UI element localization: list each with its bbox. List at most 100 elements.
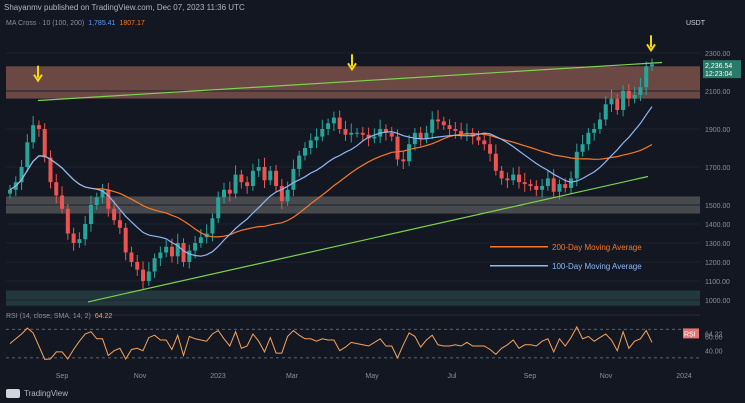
- candle-body: [545, 178, 550, 186]
- indicator-name: MA Cross · 10 (100, 200): [6, 20, 85, 27]
- candle-body: [262, 167, 267, 181]
- candle-body: [349, 132, 354, 135]
- candle-body: [511, 174, 516, 181]
- candle-body: [94, 197, 99, 205]
- tradingview-logo[interactable]: TradingView: [6, 389, 68, 398]
- candle-body: [418, 132, 423, 139]
- candle-body: [320, 129, 325, 137]
- rsi-legend: RSI (14, close, SMA, 14, 2) 64.22: [6, 313, 112, 320]
- candle-body: [88, 205, 93, 224]
- indicator-legend: MA Cross · 10 (100, 200) 1,785.41 1807.1…: [6, 20, 145, 27]
- tradingview-icon: [6, 389, 20, 398]
- candle-body: [222, 189, 226, 198]
- ytick-label: 1700.00: [705, 165, 730, 172]
- candle-body: [609, 98, 614, 105]
- arrow-head: [646, 43, 656, 53]
- candle-body: [158, 252, 163, 259]
- candle-body: [626, 91, 631, 99]
- candle-body: [314, 136, 319, 141]
- candle-body: [25, 142, 30, 167]
- candle-body: [331, 117, 336, 124]
- candle-body: [100, 189, 105, 198]
- candle-body: [77, 239, 82, 243]
- candle-body: [551, 178, 556, 192]
- lower-trendline: [87, 175, 649, 303]
- candle-body: [233, 174, 238, 194]
- candle-body: [129, 252, 134, 262]
- current-price: 2,236.54: [705, 63, 732, 70]
- candle-body: [210, 218, 215, 234]
- moving-averages: [9, 106, 653, 257]
- candle-body: [302, 148, 307, 156]
- rsi-tag-label: RSI: [684, 331, 696, 338]
- rsi-level-label: 40.00: [705, 349, 723, 356]
- candle-body: [227, 189, 232, 194]
- candle-body: [482, 140, 487, 145]
- rsi-tag: [683, 328, 699, 339]
- candle-body: [343, 129, 348, 135]
- ma100-line: [9, 106, 653, 257]
- candle-body: [516, 174, 521, 183]
- candle-body: [256, 167, 261, 171]
- candle-body: [632, 94, 637, 99]
- trendlines: [33, 35, 663, 303]
- candle-body: [65, 208, 70, 234]
- xtick-label: Nov: [134, 373, 147, 380]
- xtick-label: May: [365, 373, 379, 380]
- candle-body: [389, 132, 394, 137]
- arrow-head: [33, 74, 43, 83]
- candles: [8, 58, 654, 289]
- legend-ma200-text: 200-Day Moving Average: [552, 243, 642, 252]
- xtick-label: Sep: [524, 373, 537, 380]
- candle-body: [31, 125, 36, 143]
- legend-ma100-text: 100-Day Moving Average: [552, 262, 642, 271]
- candle-body: [308, 140, 313, 148]
- candle-body: [528, 184, 533, 186]
- candle-body: [181, 243, 186, 262]
- candle-body: [424, 132, 429, 139]
- ytick-label: 1300.00: [705, 241, 730, 248]
- candle-body: [198, 237, 203, 243]
- candle-body: [268, 170, 273, 181]
- candle-body: [638, 87, 643, 95]
- candle-body: [563, 184, 568, 188]
- ytick-label: 1500.00: [705, 203, 730, 210]
- zones: [6, 66, 700, 306]
- candle-body: [285, 189, 290, 202]
- rsi-panel: 60.00 40.00 RSI 64.22: [6, 314, 723, 361]
- candle-body: [436, 119, 440, 122]
- candle-body: [441, 121, 446, 126]
- candle-body: [42, 129, 47, 158]
- rsi-level-label: 60.00: [705, 334, 723, 341]
- arrow-head: [347, 62, 357, 72]
- candle-body: [476, 136, 481, 141]
- ma100-value: 1,785.41: [88, 20, 116, 27]
- candle-body: [297, 155, 302, 169]
- candle-body: [123, 227, 128, 253]
- candle-body: [71, 233, 76, 243]
- ytick-label: 1000.00: [705, 298, 730, 305]
- xtick-label: Jul: [448, 373, 457, 380]
- candle-body: [216, 197, 221, 219]
- bottom-zone: [6, 290, 700, 306]
- ytick-label: 1100.00: [705, 279, 730, 286]
- candle-body: [557, 184, 562, 192]
- candle-body: [597, 119, 602, 129]
- axes: 2300.00 2100.00 1900.00 1700.00 1500.00 1400.…: [56, 51, 731, 380]
- tradingview-brand: TradingView: [24, 389, 69, 398]
- candle-body: [459, 130, 464, 135]
- xtick-label: Nov: [600, 373, 613, 380]
- candle-body: [187, 250, 192, 262]
- candle-body: [250, 170, 255, 186]
- candle-body: [54, 182, 59, 196]
- candle-body: [603, 104, 608, 120]
- candle-body: [355, 132, 360, 134]
- candle-body: [175, 243, 180, 257]
- candle-body: [534, 186, 539, 190]
- candle-body: [453, 129, 458, 131]
- candle-body: [615, 98, 620, 110]
- candle-body: [505, 178, 510, 181]
- ytick-label: 2300.00: [705, 51, 730, 58]
- rsi-value: 64.22: [705, 331, 723, 338]
